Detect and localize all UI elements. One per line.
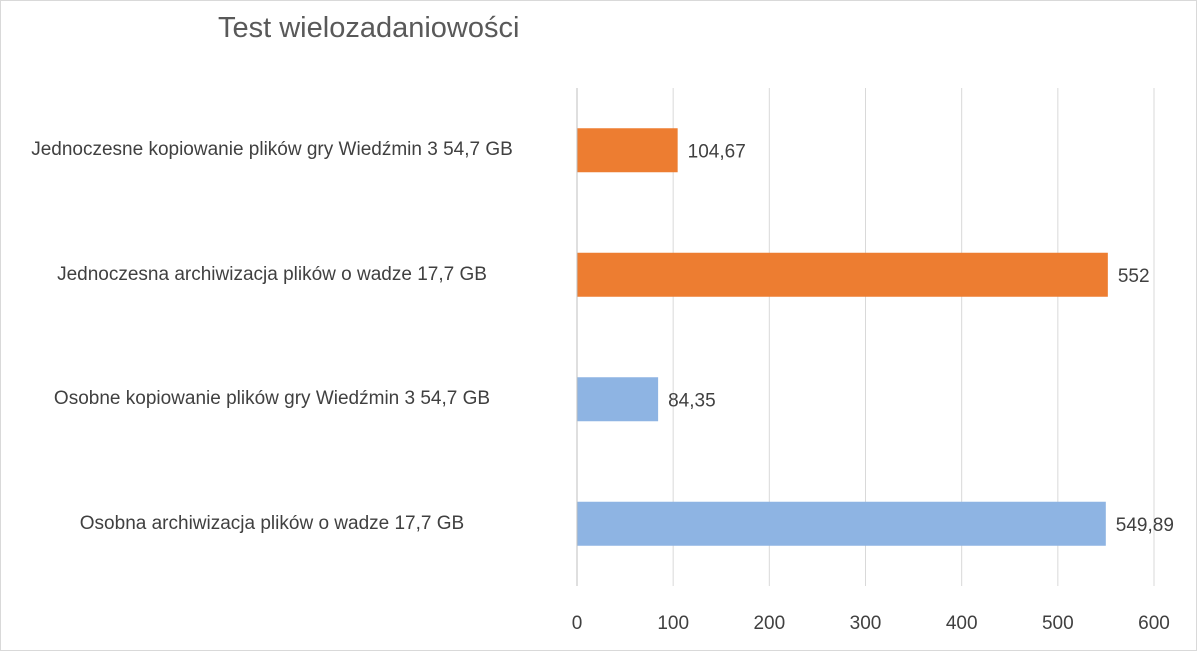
x-tick-label: 300 bbox=[850, 613, 882, 634]
chart-title: Test wielozadaniowości bbox=[218, 12, 520, 44]
x-tick-label: 0 bbox=[572, 613, 583, 634]
x-tick-label: 200 bbox=[753, 613, 785, 634]
category-label: Jednoczesne kopiowanie plików gry Wiedźm… bbox=[31, 139, 513, 161]
x-tick-label: 100 bbox=[657, 613, 689, 634]
data-label: 104,67 bbox=[688, 141, 746, 162]
x-tick-label: 400 bbox=[946, 613, 978, 634]
bar bbox=[577, 377, 659, 422]
bar bbox=[577, 252, 1108, 297]
category-label: Jednoczesna archiwizacja plików o wadze … bbox=[57, 263, 487, 285]
category-label: Osobne kopiowanie plików gry Wiedźmin 3 … bbox=[53, 388, 491, 410]
data-label: 84,35 bbox=[668, 390, 716, 411]
data-label: 552 bbox=[1118, 266, 1150, 287]
x-tick-label: 500 bbox=[1042, 613, 1074, 634]
x-tick-label: 600 bbox=[1138, 613, 1170, 634]
bar bbox=[577, 501, 1106, 546]
category-label: Osobna archiwizacja plików o wadze 17,7 … bbox=[79, 512, 465, 534]
bar bbox=[577, 128, 678, 173]
data-label: 549,89 bbox=[1116, 515, 1174, 536]
